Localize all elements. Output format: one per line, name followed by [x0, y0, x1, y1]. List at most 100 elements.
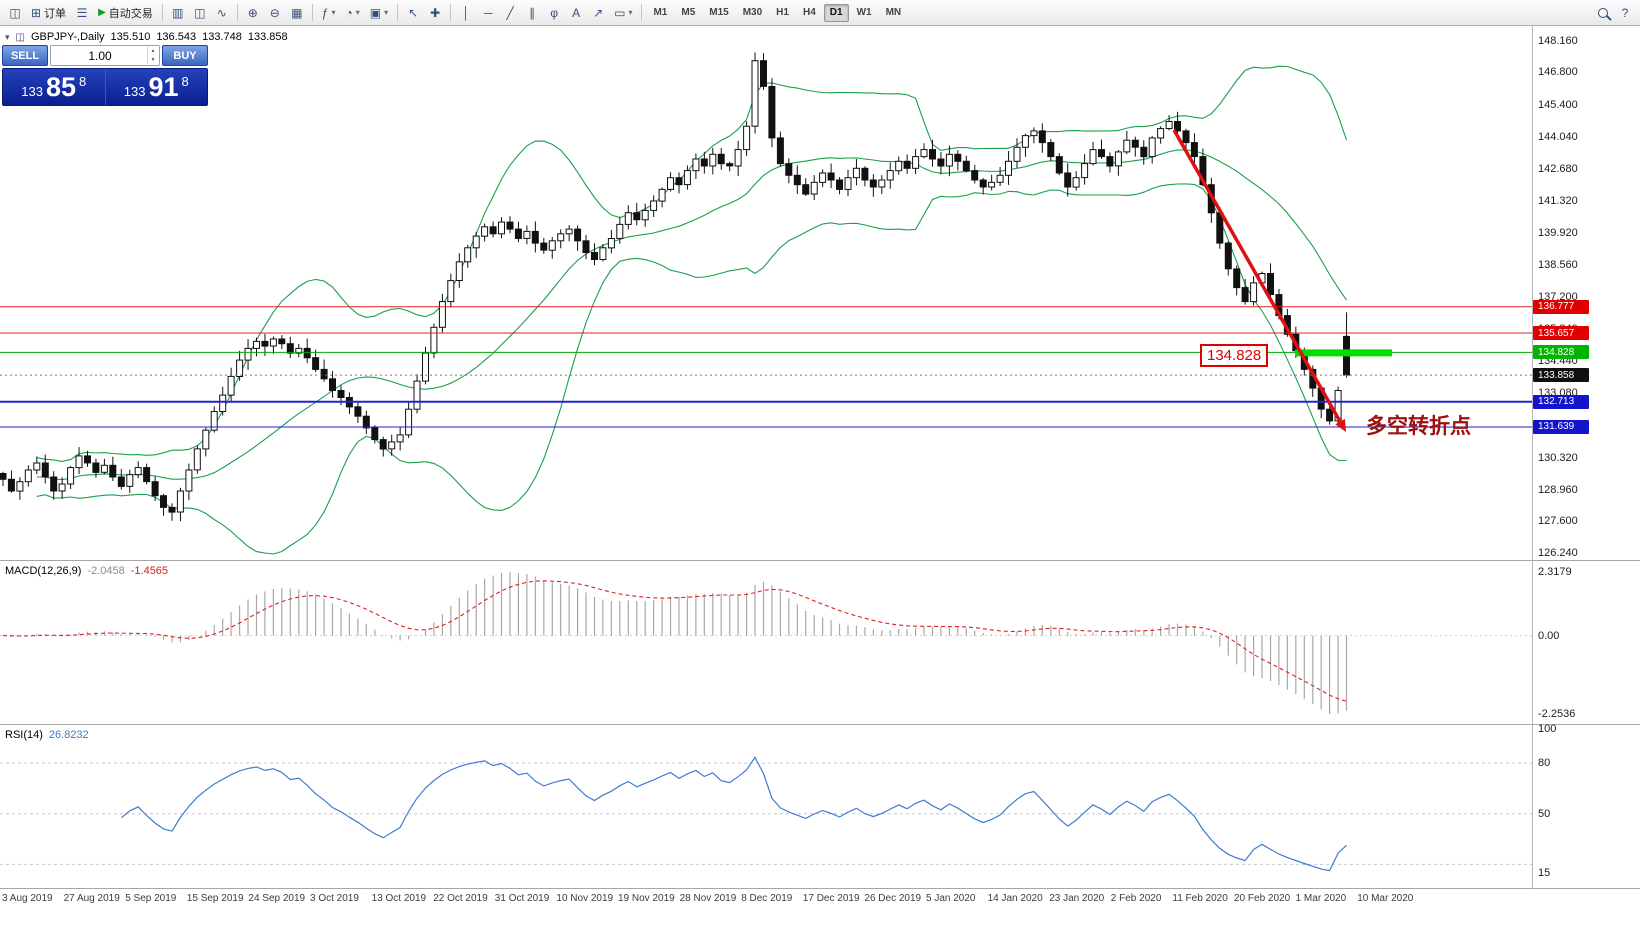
cursor-button[interactable]: ↖ [403, 3, 423, 23]
hline-icon: ─ [483, 5, 493, 20]
chevron-down-icon: ▾ [384, 8, 389, 17]
one-click-trading-panel: SELL BUY 133 85 8 133 91 8 [2, 45, 208, 106]
chart-window-button[interactable]: ◫ [5, 3, 25, 23]
buy-price-display[interactable]: 133 91 8 [104, 69, 208, 105]
help-button[interactable]: ? [1615, 3, 1635, 23]
buy-price-prefix: 133 [123, 84, 146, 99]
collapse-panel-icon[interactable] [5, 31, 10, 43]
support-zone-bar [1295, 349, 1392, 357]
channel-button[interactable]: ∥ [522, 3, 542, 23]
price-level-label[interactable]: 134.828 [1200, 344, 1269, 367]
volume-input[interactable] [51, 46, 159, 65]
indicators-button[interactable]: ƒ ▾ [318, 3, 340, 23]
toolbar-separator [450, 4, 452, 21]
timeframe-m30-button[interactable]: M30 [737, 4, 768, 22]
zoom-in-button[interactable]: ⊕ [243, 3, 263, 23]
timeframe-m1-button[interactable]: M1 [647, 4, 673, 22]
timeframe-d1-button[interactable]: D1 [823, 3, 849, 22]
toolbar-left-groups: ◫ ⊞ 订单 ☰ ▶ 自动交易 ▥ ◫ ∿ ⊕ ⊖ ▦ ƒ ▾ ◔ ▾ ▣ ▾ ↖ ✚ │ ─ ╱ ∥ φ A ↗ ▭ ▾ M1 M5 M15… [5, 3, 907, 23]
fibonacci-button[interactable]: φ [544, 3, 564, 23]
play-icon: ▶ [98, 6, 106, 18]
sell-price-display[interactable]: 133 85 8 [3, 69, 105, 105]
timeframe-h1-button[interactable]: H1 [770, 4, 795, 22]
arrows-button[interactable]: ↗ [588, 3, 608, 23]
trendline-button[interactable]: ╱ [500, 3, 520, 23]
templates-button[interactable]: ▣ ▾ [366, 3, 392, 23]
search-button[interactable] [1593, 3, 1613, 23]
volume-increase-icon[interactable] [148, 47, 158, 56]
horizontal-line-button[interactable]: ─ [478, 3, 498, 23]
clock-icon: ◔ [345, 5, 353, 20]
button-label: 订单 [44, 7, 67, 20]
template-icon: ▣ [369, 5, 382, 20]
line-chart-button[interactable]: ∿ [212, 3, 232, 23]
zoom-out-button[interactable]: ⊖ [265, 3, 285, 23]
chart-ohlc-header: GBPJPY-,Daily 135.510 136.543 133.748 13… [5, 31, 288, 43]
chevron-down-icon: ▾ [355, 8, 360, 17]
cursor-icon: ↖ [408, 5, 419, 20]
macd-signal-line [2, 580, 1347, 702]
symbol-period-label: GBPJPY-,Daily [30, 31, 105, 43]
new-order-button[interactable]: ⊞ 订单 [27, 3, 70, 23]
trade-prices-row: 133 85 8 133 91 8 [2, 68, 208, 106]
trend-icon: ╱ [506, 5, 514, 20]
order-icon: ⊞ [31, 5, 42, 20]
trend-arrow [1172, 129, 1346, 432]
chart-icon: ◫ [9, 5, 21, 20]
buy-price-main: 91 [148, 71, 179, 102]
zoom-in-icon: ⊕ [247, 5, 258, 20]
macd-label: MACD(12,26,9) -2.0458 -1.4565 [5, 565, 168, 577]
timeframe-m5-button[interactable]: M5 [675, 4, 701, 22]
line-icon: ∿ [216, 5, 227, 20]
sell-price-prefix: 133 [21, 84, 43, 99]
timeframe-m15-button[interactable]: M15 [703, 4, 734, 22]
vline-icon: │ [462, 5, 470, 20]
volume-decrease-icon[interactable] [148, 56, 158, 65]
bars-icon: ▥ [172, 5, 184, 20]
toolbar-separator [161, 4, 163, 21]
open-value: 135.510 [110, 31, 151, 43]
rsi-label: RSI(14) 26.8232 [5, 729, 89, 741]
toolbar-separator [641, 4, 643, 21]
indicators-icon: ƒ [321, 5, 329, 20]
buy-price-pip: 8 [181, 74, 189, 89]
toolbar-separator [311, 4, 313, 21]
tile-windows-button[interactable]: ▦ [287, 3, 307, 23]
high-value: 136.543 [156, 31, 197, 43]
channel-icon: ∥ [529, 5, 536, 20]
timeframe-h4-button[interactable]: H4 [797, 4, 822, 22]
list-icon: ☰ [76, 5, 88, 20]
rsi-name: RSI(14) [5, 729, 43, 741]
toolbar: ◫ ⊞ 订单 ☰ ▶ 自动交易 ▥ ◫ ∿ ⊕ ⊖ ▦ ƒ ▾ ◔ ▾ ▣ ▾ ↖ ✚ │ ─ ╱ ∥ φ A ↗ ▭ ▾ M1 M5 M15… [0, 0, 1640, 26]
market-watch-button[interactable]: ☰ [72, 3, 92, 23]
timeframe-mn-button[interactable]: MN [880, 4, 908, 22]
periods-button[interactable]: ◔ ▾ [341, 3, 363, 23]
text-icon: A [572, 5, 581, 20]
macd-name: MACD(12,26,9) [5, 565, 82, 577]
crosshair-button[interactable]: ✚ [425, 3, 445, 23]
shapes-icon: ▭ [614, 5, 626, 20]
autotrading-button[interactable]: ▶ 自动交易 [94, 3, 157, 23]
text-button[interactable]: A [566, 3, 586, 23]
toolbar-right-groups: ? [1593, 3, 1635, 23]
sell-price-pip: 8 [79, 74, 87, 89]
candlestick-chart-button[interactable]: ◫ [190, 3, 210, 23]
crosshair-icon: ✚ [430, 5, 441, 20]
fibo-icon: φ [550, 5, 558, 20]
macd-signal-value: -1.4565 [130, 565, 169, 577]
timeframe-w1-button[interactable]: W1 [851, 4, 878, 22]
close-value: 133.858 [247, 31, 288, 43]
buy-button[interactable]: BUY [162, 45, 208, 66]
shapes-button[interactable]: ▭ ▾ [610, 3, 636, 23]
vertical-line-button[interactable]: │ [456, 3, 476, 23]
toolbar-separator [236, 4, 238, 21]
macd-main-value: -2.0458 [87, 565, 125, 577]
bar-chart-button[interactable]: ▥ [168, 3, 188, 23]
panel-separator[interactable] [0, 560, 1640, 561]
sell-button[interactable]: SELL [2, 45, 48, 66]
chart-icon [16, 31, 25, 43]
annotation-text[interactable]: 多空转折点 [1366, 414, 1471, 438]
candles-layer [0, 52, 1350, 522]
panel-separator[interactable] [0, 724, 1640, 725]
